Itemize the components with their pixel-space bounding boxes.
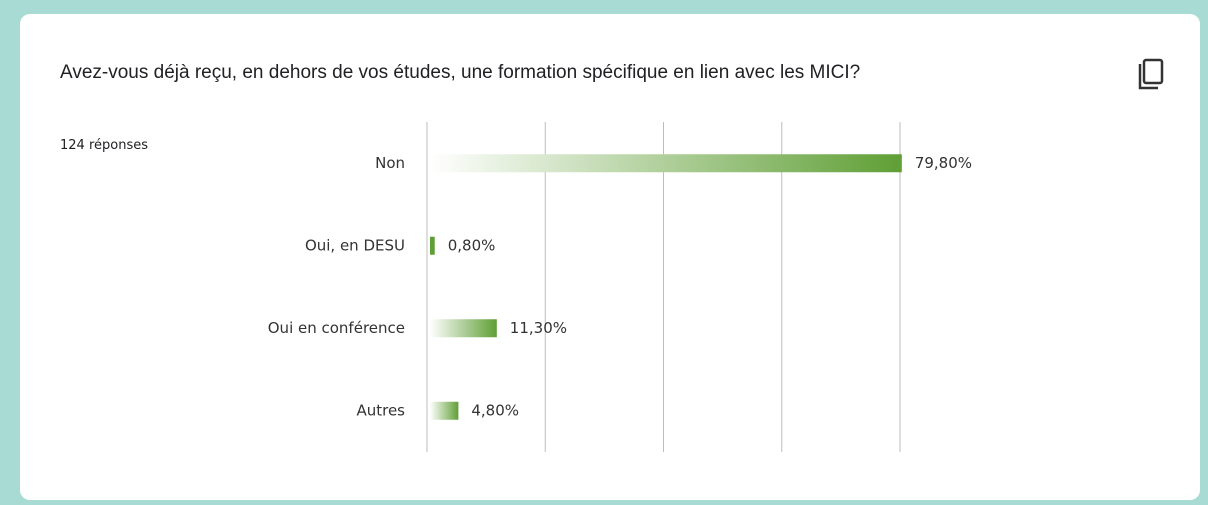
value-label: 79,80%	[915, 154, 972, 172]
value-label: 11,30%	[510, 319, 567, 337]
question-title: Avez-vous déjà reçu, en dehors de vos ét…	[60, 62, 861, 83]
category-label: Oui, en DESU	[305, 236, 405, 254]
category-label: Non	[375, 154, 405, 172]
bar	[430, 319, 497, 338]
value-label: 4,80%	[471, 401, 519, 419]
bar	[430, 236, 435, 255]
category-label: Oui en conférence	[268, 319, 405, 337]
card: Avez-vous déjà reçu, en dehors de vos ét…	[20, 14, 1200, 500]
response-count: 124 réponses	[60, 138, 148, 153]
value-label: 0,80%	[448, 236, 496, 254]
category-label: Autres	[356, 401, 405, 419]
bar	[430, 401, 459, 420]
bar	[430, 154, 902, 173]
copy-icon[interactable]	[1136, 58, 1166, 92]
